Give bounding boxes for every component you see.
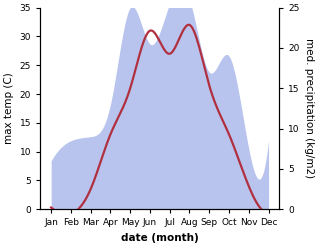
Y-axis label: max temp (C): max temp (C) [4,73,14,144]
Y-axis label: med. precipitation (kg/m2): med. precipitation (kg/m2) [304,38,314,179]
X-axis label: date (month): date (month) [121,233,199,243]
